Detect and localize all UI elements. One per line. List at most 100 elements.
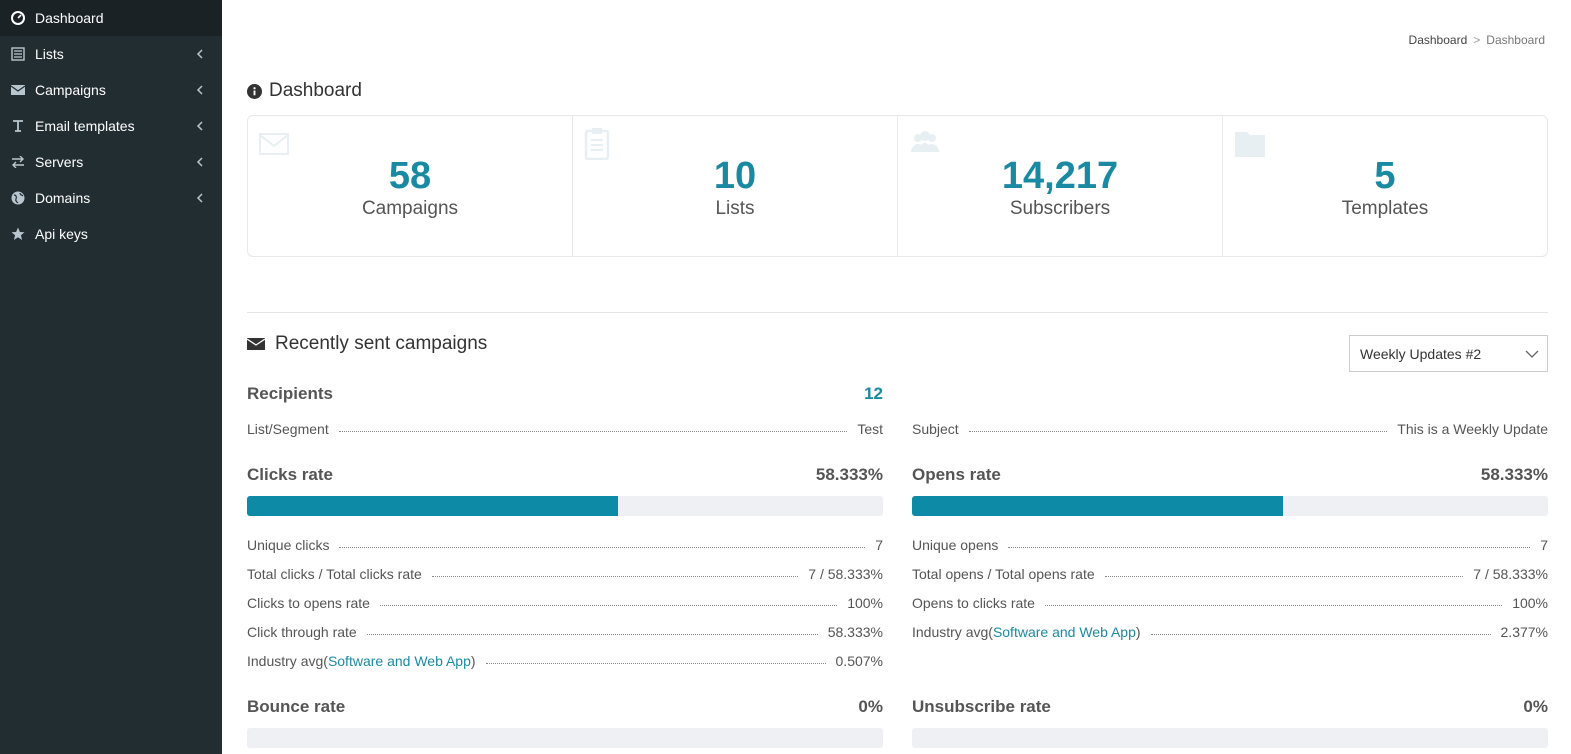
page-title-text: Dashboard	[269, 80, 362, 101]
stat-caption: Lists	[715, 198, 755, 219]
recipients-label: Recipients	[247, 384, 333, 403]
detail-label: Unique opens	[912, 537, 999, 553]
stat-caption: Subscribers	[1009, 198, 1111, 219]
industry-suffix: )	[1135, 624, 1141, 640]
breadcrumb: Dashboard > Dashboard	[1409, 33, 1545, 47]
clicks-rate-bar-fill	[247, 496, 618, 516]
industry-link[interactable]: Software and Web App	[327, 653, 471, 669]
unsubscribe-rate-value: 0%	[1523, 697, 1548, 716]
chevron-left-icon	[196, 85, 203, 95]
dot-leader	[1008, 547, 1531, 548]
detail-value: 0.507%	[835, 653, 883, 669]
sidebar-item-label: Lists	[35, 46, 64, 62]
sidebar: Dashboard Lists Campaigns Email template…	[0, 0, 222, 754]
recipients-value[interactable]: 12	[864, 384, 883, 403]
industry-prefix: Industry avg(	[247, 653, 328, 669]
campaign-select-value: Weekly Updates #2	[1360, 345, 1482, 362]
detail-value: 100%	[847, 595, 883, 611]
sidebar-item-label: Servers	[35, 154, 84, 170]
detail-value: 2.377%	[1500, 624, 1548, 640]
sidebar-item-lists[interactable]: Lists	[0, 36, 222, 72]
dot-leader	[968, 431, 1388, 432]
stat-caption: Templates	[1341, 198, 1429, 219]
stat-caption: Campaigns	[361, 198, 459, 219]
sidebar-item-email-templates[interactable]: Email templates	[0, 108, 222, 144]
stat-lists[interactable]: 10 Lists	[573, 116, 898, 256]
detail-value: 7	[875, 537, 883, 553]
recent-campaigns-title-text: Recently sent campaigns	[275, 333, 488, 354]
sidebar-item-api-keys[interactable]: Api keys	[0, 216, 222, 252]
subject-value: This is a Weekly Update	[1397, 421, 1548, 437]
stat-templates[interactable]: 5 Templates	[1223, 116, 1547, 256]
list-segment-row: List/Segment Test	[247, 417, 883, 437]
chevron-left-icon	[196, 121, 203, 131]
detail-value: 58.333%	[827, 624, 883, 640]
clicks-detail-row: Total clicks / Total clicks rate 7 / 58.…	[247, 562, 883, 582]
sidebar-item-label: Dashboard	[35, 10, 104, 26]
sidebar-item-dashboard[interactable]: Dashboard	[0, 0, 222, 36]
dot-leader	[338, 431, 848, 432]
opens-detail-row: Unique opens 7	[912, 533, 1548, 553]
dot-leader	[1044, 605, 1503, 606]
sidebar-item-label: Api keys	[35, 226, 88, 242]
opens-rate-block: Opens rate 58.333% Unique opens 7 Total …	[912, 465, 1548, 640]
chevron-down-icon	[1525, 350, 1539, 358]
stat-subscribers[interactable]: 14,217 Subscribers	[898, 116, 1223, 256]
dot-leader	[379, 605, 838, 606]
chevron-left-icon	[196, 157, 203, 167]
unsubscribe-rate-block: Unsubscribe rate 0%	[912, 697, 1548, 748]
folder-icon	[1235, 132, 1265, 157]
industry-suffix: )	[470, 653, 476, 669]
industry-label: Industry avg(Software and Web App)	[247, 653, 476, 669]
sidebar-item-campaigns[interactable]: Campaigns	[0, 72, 222, 108]
detail-label: Clicks to opens rate	[247, 595, 370, 611]
detail-value: 7 / 58.333%	[1473, 566, 1548, 582]
recent-campaigns-title: Recently sent campaigns	[247, 333, 487, 355]
info-icon	[247, 83, 262, 99]
breadcrumb-separator: >	[1473, 33, 1481, 47]
dot-leader	[431, 576, 799, 577]
sidebar-item-domains[interactable]: Domains	[0, 180, 222, 216]
list-segment-label: List/Segment	[247, 421, 329, 437]
detail-value: 7 / 58.333%	[808, 566, 883, 582]
recipients-block: Recipients 12	[247, 384, 883, 406]
clicks-rate-block: Clicks rate 58.333% Unique clicks 7 Tota…	[247, 465, 883, 669]
opens-rate-value: 58.333%	[1480, 465, 1548, 484]
dot-leader	[339, 547, 866, 548]
stat-campaigns[interactable]: 58 Campaigns	[248, 116, 573, 256]
breadcrumb-current: Dashboard	[1486, 33, 1545, 47]
sidebar-item-label: Campaigns	[35, 82, 106, 98]
clicks-rate-title: Clicks rate	[247, 465, 333, 484]
stat-value: 58	[388, 155, 432, 197]
opens-industry-row: Industry avg(Software and Web App) 2.377…	[912, 620, 1548, 640]
section-divider	[247, 312, 1548, 313]
chevron-left-icon	[196, 49, 203, 59]
main-content: Dashboard > Dashboard Dashboard 58 Campa…	[222, 0, 1571, 754]
subject-row: Subject This is a Weekly Update	[912, 417, 1548, 437]
unsubscribe-rate-title: Unsubscribe rate	[912, 697, 1051, 716]
opens-detail-row: Total opens / Total opens rate 7 / 58.33…	[912, 562, 1548, 582]
opens-detail-row: Opens to clicks rate 100%	[912, 591, 1548, 611]
opens-rate-bar	[912, 496, 1548, 516]
envelope-icon	[247, 338, 265, 350]
envelope-icon	[259, 133, 289, 155]
stats-panel: 58 Campaigns 10 Lists 14,217 Subscribers…	[247, 115, 1548, 257]
campaign-select[interactable]: Weekly Updates #2	[1349, 335, 1548, 372]
sidebar-item-servers[interactable]: Servers	[0, 144, 222, 180]
industry-prefix: Industry avg(	[912, 624, 993, 640]
text-icon	[10, 118, 26, 134]
stat-value: 14,217	[1001, 155, 1119, 197]
users-icon	[911, 131, 939, 152]
list-icon	[10, 46, 26, 62]
chevron-left-icon	[196, 193, 203, 203]
dot-leader	[1104, 576, 1464, 577]
industry-link[interactable]: Software and Web App	[992, 624, 1136, 640]
bounce-rate-title: Bounce rate	[247, 697, 346, 716]
dot-leader	[1150, 634, 1491, 635]
sidebar-item-label: Domains	[35, 190, 91, 206]
envelope-icon	[10, 82, 26, 98]
star-icon	[10, 226, 26, 242]
clicks-detail-row: Click through rate 58.333%	[247, 620, 883, 640]
exchange-icon	[10, 154, 26, 170]
breadcrumb-parent[interactable]: Dashboard	[1408, 33, 1468, 47]
